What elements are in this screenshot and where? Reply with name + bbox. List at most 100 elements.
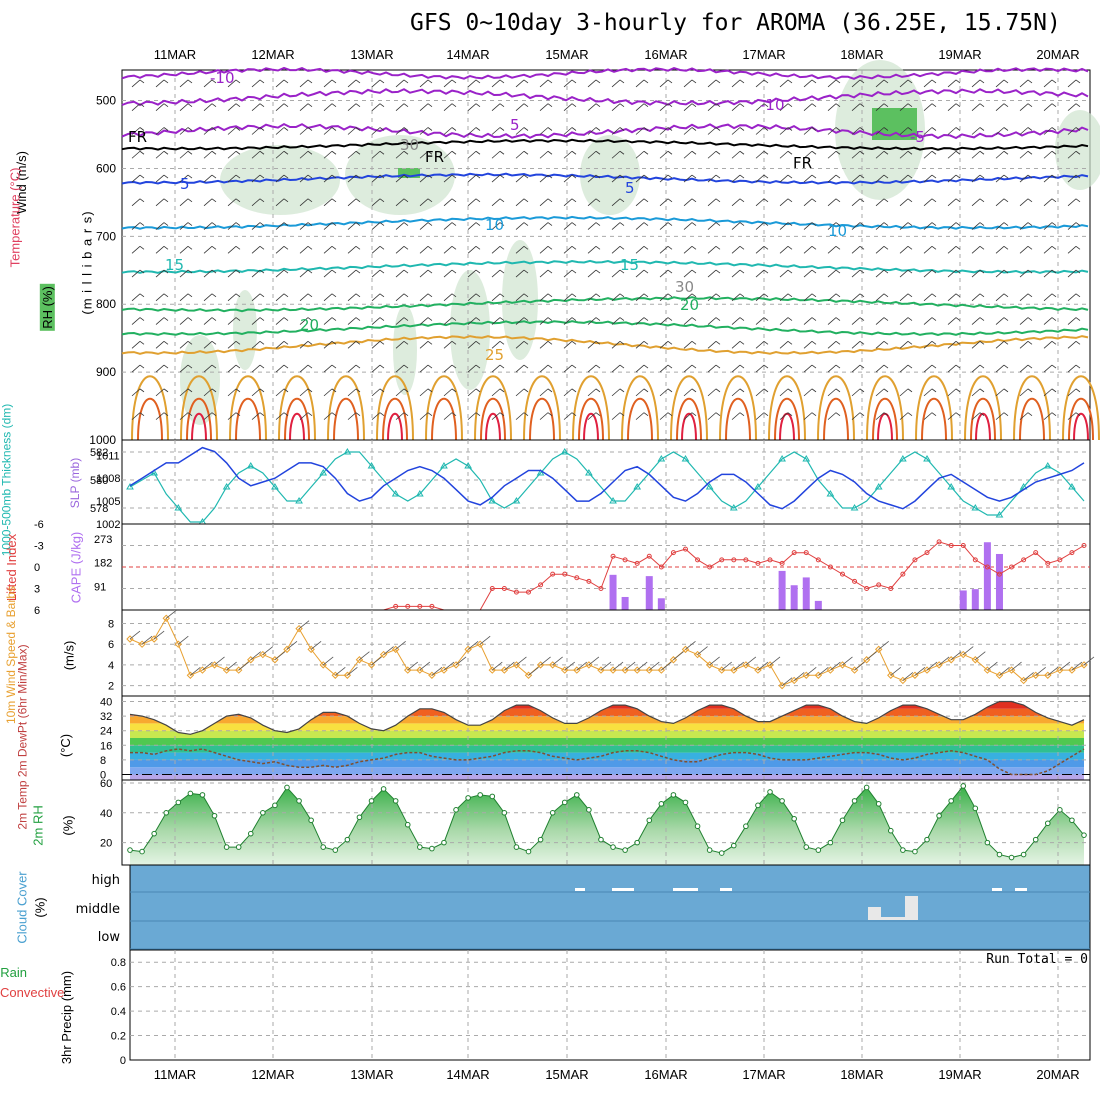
- wind-barb: [1051, 222, 1057, 226]
- wind-barb: [739, 412, 745, 416]
- contour-label: 5: [180, 175, 190, 193]
- wind-barb: [323, 317, 333, 325]
- wind-barb: [883, 341, 889, 345]
- wind-barb: [787, 317, 793, 321]
- wind-barb: [683, 127, 693, 135]
- wind-barb: [587, 198, 597, 207]
- wind-barb: [259, 127, 265, 131]
- ytick-wind: 6: [108, 639, 114, 651]
- wind-barb: [883, 245, 889, 250]
- wind-barb: [571, 174, 577, 179]
- rh-point: [996, 851, 1003, 858]
- wind-barb: [523, 174, 529, 179]
- wind-barb: [1027, 341, 1033, 345]
- wind-barb: [827, 222, 837, 230]
- wind-barb: [515, 293, 525, 302]
- wind-barb: [331, 293, 337, 298]
- wind-barb: [322, 656, 334, 666]
- wind-barb: [179, 269, 189, 278]
- wind-barb: [835, 245, 841, 250]
- wind-barb: [691, 79, 697, 84]
- li-point: [1009, 564, 1015, 570]
- wind-barb: [947, 412, 957, 420]
- wind-barb: [619, 412, 625, 416]
- li-point: [598, 586, 604, 591]
- wind-barb: [987, 661, 998, 671]
- wind-barb: [1075, 150, 1081, 155]
- wind-barb: [491, 246, 501, 254]
- wind-barb: [419, 246, 429, 254]
- cape-bar: [778, 570, 786, 610]
- contour-line: [670, 375, 708, 441]
- wind-barb: [923, 174, 933, 183]
- ytick-temp: 32: [100, 711, 112, 723]
- wind-barb: [475, 150, 481, 155]
- ytick-pressure: 500: [96, 94, 116, 108]
- wind-barb: [227, 341, 237, 349]
- wind-barb: [1019, 388, 1029, 397]
- wind-barb: [883, 269, 889, 274]
- wind-barb: [731, 174, 741, 183]
- cape-bar: [657, 598, 665, 610]
- wind-barb: [227, 198, 237, 207]
- wind-barb: [875, 150, 885, 159]
- wind-barb: [299, 127, 309, 135]
- wind-barb: [379, 174, 385, 179]
- wind-speed-point: [645, 666, 653, 674]
- li-point: [1033, 550, 1039, 556]
- wind-barb: [235, 412, 241, 416]
- li-point: [827, 564, 833, 570]
- wind-barb: [635, 174, 645, 183]
- wind-barb: [451, 198, 457, 203]
- wind-barb: [923, 222, 933, 230]
- wind-barb: [899, 341, 909, 349]
- wind-barb: [979, 198, 985, 203]
- contour-line: [915, 375, 953, 441]
- wind-barb: [1003, 103, 1009, 108]
- wind-barb: [139, 364, 145, 369]
- wind-barb: [979, 269, 985, 274]
- wind-barb: [443, 222, 453, 230]
- wind-barb: [971, 412, 981, 420]
- wind-barb: [851, 150, 861, 159]
- cloud-level-label: low: [98, 930, 121, 945]
- wind-speed-point: [754, 666, 762, 674]
- li-point: [501, 586, 507, 591]
- thickness-point: [150, 469, 159, 476]
- wind-barb: [131, 246, 141, 254]
- wind-barb: [827, 198, 837, 207]
- wind-barb: [251, 127, 261, 135]
- wind-barb: [355, 245, 361, 250]
- wind-barb: [803, 293, 813, 302]
- wind-barb: [491, 269, 501, 278]
- wind-barb: [619, 198, 625, 203]
- wind-barb: [923, 150, 933, 159]
- wind-barb: [1043, 246, 1053, 254]
- contour-line: [180, 375, 218, 441]
- wind-barb: [731, 412, 741, 420]
- contour-label: 30: [675, 278, 694, 296]
- wind-barb: [163, 293, 169, 298]
- wind-barb: [139, 412, 145, 416]
- wind-barb: [691, 317, 697, 321]
- thickness-point: [898, 455, 907, 462]
- wind-barb: [179, 127, 189, 135]
- wind-barb: [299, 222, 309, 230]
- wind-barb: [875, 127, 885, 135]
- li-point: [417, 603, 423, 609]
- ylabel-precip-total: Total / Rain: [0, 965, 28, 980]
- wind-barb: [491, 103, 501, 112]
- wind-barb: [131, 341, 141, 349]
- wind-barb: [347, 79, 357, 88]
- wind-barb: [979, 341, 985, 345]
- wind-barb: [571, 103, 577, 108]
- wind-barb: [299, 174, 309, 183]
- thickness-point: [415, 490, 424, 497]
- wind-barb: [451, 269, 457, 274]
- wind-barb: [347, 246, 357, 254]
- thickness-line: [129, 451, 1085, 523]
- wind-barb: [691, 364, 697, 369]
- wind-barb: [955, 364, 961, 369]
- wind-barb: [739, 388, 745, 393]
- wind-barb: [403, 293, 409, 298]
